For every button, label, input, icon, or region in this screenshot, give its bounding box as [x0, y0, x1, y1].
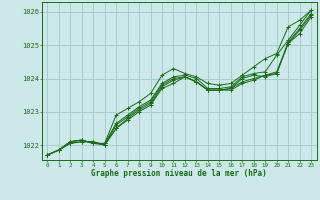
X-axis label: Graphe pression niveau de la mer (hPa): Graphe pression niveau de la mer (hPa) [91, 169, 267, 178]
